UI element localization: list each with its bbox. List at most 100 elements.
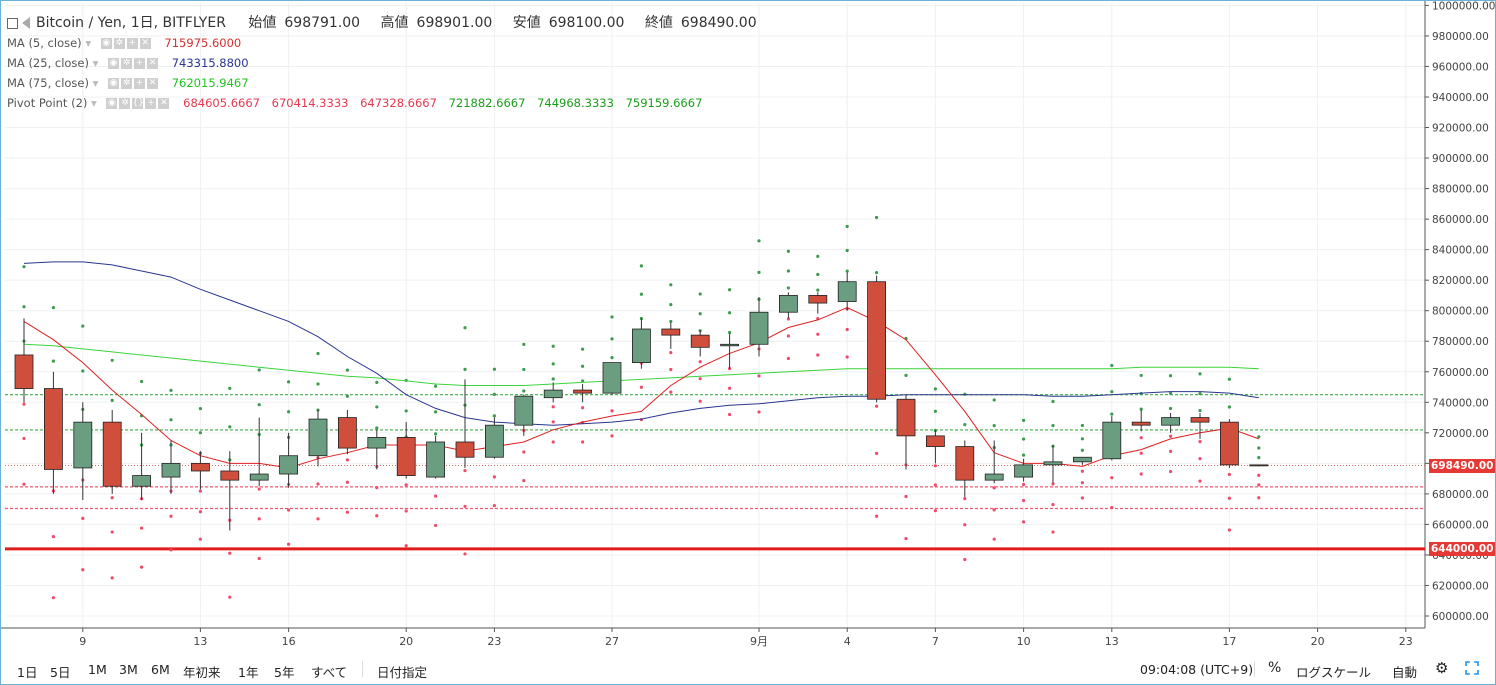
chevron-down-icon[interactable]: ▾ <box>85 36 92 50</box>
candle-down[interactable] <box>396 436 416 476</box>
candle-down[interactable] <box>690 334 710 348</box>
candle-down[interactable] <box>573 389 592 394</box>
candle-up[interactable] <box>720 343 739 347</box>
pivot-dot-down <box>345 480 349 484</box>
symbol-title[interactable]: Bitcoin / Yen, 1日, BITFLYER <box>36 15 226 31</box>
collapse-icon[interactable] <box>7 17 18 29</box>
candle-down[interactable] <box>661 328 681 336</box>
gear-icon[interactable]: ✲ <box>121 78 133 89</box>
candle-up[interactable] <box>161 462 181 478</box>
close-icon[interactable]: ✕ <box>147 58 159 69</box>
legend-ma5[interactable]: MA (5, close) ▾ ◉ ✲ + ✕ 715975.6000 <box>7 36 241 50</box>
pivot-dot-down <box>22 436 26 441</box>
candle-down[interactable] <box>44 388 63 470</box>
close-icon[interactable]: ✕ <box>158 98 170 109</box>
pivot-dot-down <box>581 406 585 410</box>
candle-up[interactable] <box>602 362 622 394</box>
candle-up[interactable] <box>1161 417 1180 426</box>
candle-up[interactable] <box>1014 464 1033 478</box>
eye-icon[interactable]: ◉ <box>108 78 120 89</box>
pivot-dot-up <box>198 431 202 435</box>
candle-down[interactable] <box>896 398 916 437</box>
legend-pivot[interactable]: Pivot Point (2) ▾ ◉ ✲{} + ✕ 684605.6667 670… <box>7 96 702 110</box>
candle-down[interactable] <box>1249 464 1269 467</box>
range-1d-button[interactable]: 1日 <box>17 665 38 680</box>
legend-controls: ◉ ✲{} + ✕ <box>106 96 171 110</box>
candle-up[interactable] <box>984 473 1004 481</box>
candle-up[interactable] <box>249 473 269 481</box>
x-tick-label: 9 <box>79 635 86 648</box>
pivot-dot-down <box>51 535 56 539</box>
chevron-down-icon[interactable]: ▾ <box>92 56 99 70</box>
eye-icon[interactable]: ◉ <box>106 98 118 109</box>
close-icon[interactable]: ✕ <box>147 78 159 89</box>
close-icon[interactable]: ✕ <box>139 38 151 49</box>
candle-down[interactable] <box>220 470 240 481</box>
legend-ma25[interactable]: MA (25, close) ▾ ◉ ✲ + ✕ 743315.8800 <box>7 56 249 70</box>
pivot-p-value: 721882.6667 <box>448 96 526 110</box>
legend-ma75[interactable]: MA (75, close) ▾ ◉ ✲ + ✕ 762015.9467 <box>7 76 249 90</box>
candle-down[interactable] <box>808 295 828 304</box>
candle-up[interactable] <box>484 424 504 458</box>
plus-icon[interactable]: + <box>126 38 138 49</box>
candle-up[interactable] <box>1073 456 1092 463</box>
candle-up[interactable] <box>308 418 328 457</box>
date-range-button[interactable]: 日付指定 <box>377 665 428 680</box>
candle-up[interactable] <box>1043 461 1063 466</box>
candle-up[interactable] <box>749 311 769 345</box>
candle-down[interactable] <box>1131 421 1151 426</box>
candle-down[interactable] <box>102 421 122 487</box>
gear-icon[interactable]: ✲ <box>119 98 131 109</box>
range-5y-button[interactable]: 5年 <box>274 665 295 680</box>
range-all-button[interactable]: すべて <box>311 665 348 680</box>
candle-down[interactable] <box>455 441 475 458</box>
candle-down[interactable] <box>1220 421 1239 466</box>
candle-up[interactable] <box>73 421 93 469</box>
candle-down[interactable] <box>337 417 357 449</box>
auto-scale-toggle[interactable]: 自動 <box>1392 665 1418 680</box>
range-1m-button[interactable]: 1M <box>88 662 107 677</box>
eye-icon[interactable]: ◉ <box>100 38 112 49</box>
candle-down[interactable] <box>14 354 34 389</box>
range-6m-button[interactable]: 6M <box>151 662 170 677</box>
candle-down[interactable] <box>1190 417 1210 423</box>
candle-up[interactable] <box>279 455 299 475</box>
range-ytd-button[interactable]: 年初来 <box>183 665 221 680</box>
pivot-dot-down <box>1080 469 1084 473</box>
fullscreen-icon[interactable] <box>1465 661 1479 675</box>
chevron-down-icon[interactable]: ▾ <box>92 76 99 90</box>
pivot-dot-up <box>1110 363 1114 368</box>
gear-icon[interactable]: ⚙ <box>1435 659 1449 677</box>
plus-icon[interactable]: + <box>145 98 157 109</box>
candle-up[interactable] <box>1102 421 1122 460</box>
candle-up[interactable] <box>632 328 651 364</box>
range-1y-button[interactable]: 1年 <box>238 665 259 680</box>
range-5d-button[interactable]: 5日 <box>50 665 71 680</box>
price-chart[interactable]: 600000.00620000.00640000.00660000.006800… <box>1 1 1495 652</box>
gear-icon[interactable]: ✲ <box>113 38 125 49</box>
candle-up[interactable] <box>837 281 857 302</box>
plus-icon[interactable]: + <box>134 58 146 69</box>
candle-down[interactable] <box>190 462 210 472</box>
candle-up[interactable] <box>779 295 798 313</box>
chevron-down-icon[interactable]: ▾ <box>91 96 97 110</box>
range-3m-button[interactable]: 3M <box>119 662 138 677</box>
pivot-dot-down <box>875 451 879 455</box>
gear-icon[interactable]: ✲ <box>121 58 133 69</box>
candle-down[interactable] <box>955 446 975 481</box>
eye-icon[interactable]: ◉ <box>108 58 120 69</box>
high-label: 高値 <box>380 15 409 31</box>
candle-up[interactable] <box>426 441 446 478</box>
plus-icon[interactable]: + <box>134 78 146 89</box>
log-scale-toggle[interactable]: ログスケール <box>1296 665 1372 680</box>
candle-down[interactable] <box>867 281 886 400</box>
candle-up[interactable] <box>132 475 152 487</box>
candle-up[interactable] <box>367 436 387 449</box>
pivot-dot-up <box>1022 418 1026 422</box>
source-icon[interactable]: {} <box>132 98 144 109</box>
candle-down[interactable] <box>926 435 945 447</box>
percent-toggle[interactable]: % <box>1268 660 1282 676</box>
candle-up[interactable] <box>543 389 563 399</box>
candle-up[interactable] <box>514 395 534 426</box>
pivot-dot-up <box>963 392 967 396</box>
